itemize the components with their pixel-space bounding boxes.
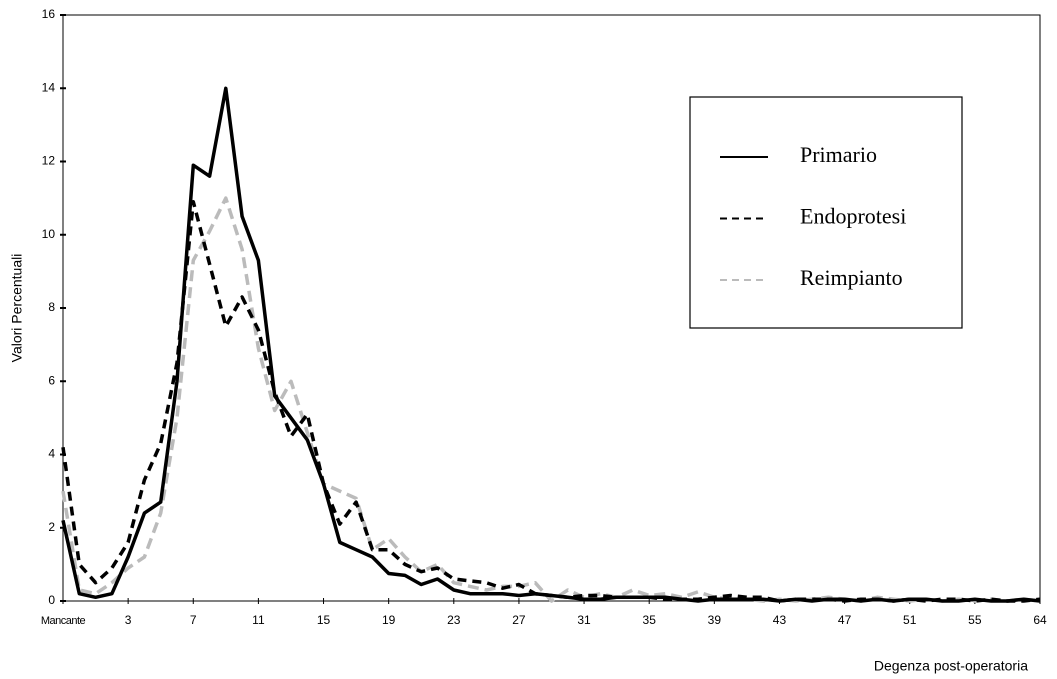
y-tick-label: 0: [48, 593, 55, 607]
y-tick-label: 16: [42, 7, 56, 21]
x-tick-label: 35: [643, 613, 657, 627]
y-tick-label: 10: [42, 227, 56, 241]
legend-label: Reimpianto: [800, 265, 903, 290]
series-line: [61, 86, 1041, 603]
legend-label: Endoprotesi: [800, 204, 906, 229]
x-tick-label: 23: [447, 613, 461, 627]
x-tick-label: 47: [838, 613, 852, 627]
legend-label: Primario: [800, 142, 877, 167]
x-tick-label: 11: [252, 613, 265, 627]
y-tick-label: 12: [42, 154, 56, 168]
x-tick-label: 51: [903, 613, 917, 627]
x-tick-label: 15: [317, 613, 331, 627]
x-axis-label: Degenza post-operatoria: [874, 658, 1028, 674]
y-tick-label: 8: [48, 300, 55, 314]
y-tick-label: 14: [42, 80, 56, 94]
x-tick-label: Mancante: [41, 615, 86, 627]
x-tick-label: 19: [382, 613, 396, 627]
x-tick-label: 3: [125, 613, 132, 627]
series-line: [61, 196, 1041, 603]
y-tick-label: 4: [48, 447, 55, 461]
x-tick-label: 31: [577, 613, 591, 627]
x-tick-label: 64: [1033, 613, 1047, 627]
x-tick-label: 43: [773, 613, 787, 627]
y-axis-label: Valori Percentuali: [9, 254, 25, 363]
y-tick-label: 6: [48, 373, 55, 387]
x-tick-label: 39: [708, 613, 722, 627]
x-tick-label: 55: [968, 613, 982, 627]
x-tick-label: 27: [512, 613, 526, 627]
x-tick-label: 7: [190, 613, 197, 627]
y-tick-label: 2: [48, 520, 55, 534]
plot-frame: [63, 14, 1041, 601]
legend-box: [689, 96, 963, 329]
